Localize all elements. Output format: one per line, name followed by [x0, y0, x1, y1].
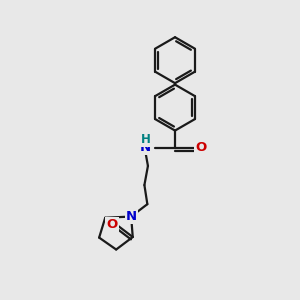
Text: O: O [195, 141, 206, 154]
Text: O: O [106, 218, 118, 231]
Text: N: N [126, 210, 137, 223]
Text: H: H [141, 133, 151, 146]
Text: N: N [140, 141, 151, 154]
